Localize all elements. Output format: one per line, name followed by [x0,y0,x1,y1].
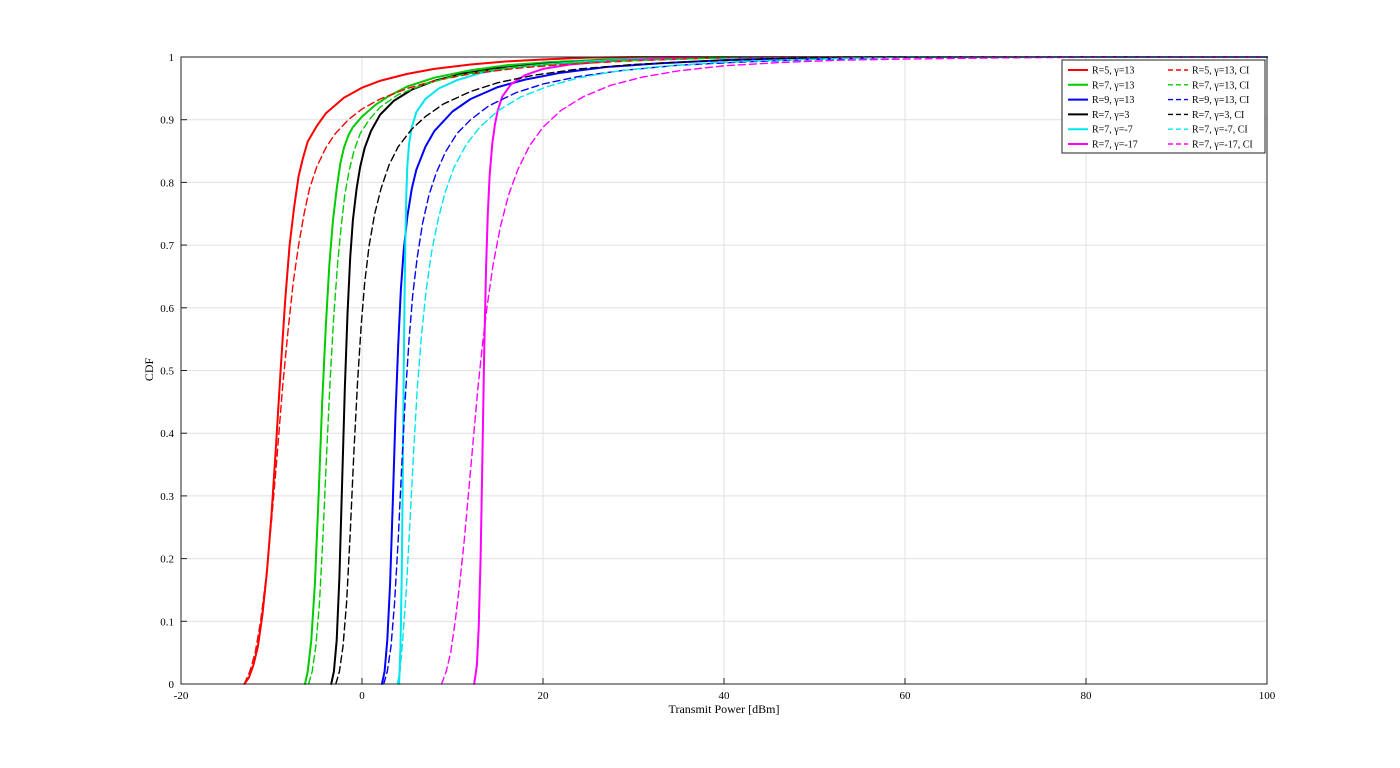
y-tick-label: 0.3 [160,491,174,503]
y-tick-label: 0.4 [160,428,174,440]
y-tick-label: 0.7 [160,240,174,252]
y-tick-label: 0 [169,679,175,691]
y-tick-label: 1 [169,52,175,64]
legend-label: R=5, γ=13, CI [1192,66,1249,77]
series-line-r9-g13-ci [383,56,1268,685]
x-tick-label: 20 [538,690,550,702]
series-line-r7-gm7-ci [396,56,1268,685]
series-line-r5-g13-ci [243,56,1268,685]
legend-label: R=5, γ=13 [1092,66,1134,77]
y-tick-label: 0.6 [160,303,174,315]
y-tick-label: 0.5 [160,366,174,378]
series-line-r7-gm17 [473,56,1268,685]
series-line-r7-g13 [304,56,1268,685]
y-tick-label: 0.9 [160,115,174,127]
legend-box [1061,59,1266,154]
x-tick-label: 100 [1259,690,1276,702]
legend-label: R=7, γ=-17, CI [1192,140,1253,151]
legend-label: R=7, γ=-17 [1092,140,1138,151]
x-tick-label: 0 [359,690,365,702]
series-line-r7-g13-ci [307,56,1268,685]
legend-label: R=7, γ=13, CI [1192,80,1249,91]
x-tick-label: 80 [1081,690,1093,702]
legend-label: R=7, γ=3 [1092,110,1129,121]
legend-label: R=7, γ=-7 [1092,125,1133,136]
series-line-r7-gm17-ci [440,56,1268,685]
y-tick-label: 0.1 [160,616,174,628]
y-axis-label: CDF [142,357,157,382]
legend-label: R=9, γ=13, CI [1192,95,1249,106]
legend-label: R=7, γ=3, CI [1192,110,1244,121]
legend-label: R=9, γ=13 [1092,95,1134,106]
legend-label: R=7, γ=-7, CI [1192,125,1248,136]
x-tick-label: 60 [900,690,912,702]
y-tick-label: 0.2 [160,554,174,566]
x-tick-label: -20 [174,690,189,702]
series-line-r7-g3-ci [335,56,1268,685]
x-tick-label: 40 [719,690,731,702]
y-tick-label: 0.8 [160,177,174,189]
legend-label: R=7, γ=13 [1092,80,1134,91]
x-axis-label: Transmit Power [dBm] [668,702,780,716]
